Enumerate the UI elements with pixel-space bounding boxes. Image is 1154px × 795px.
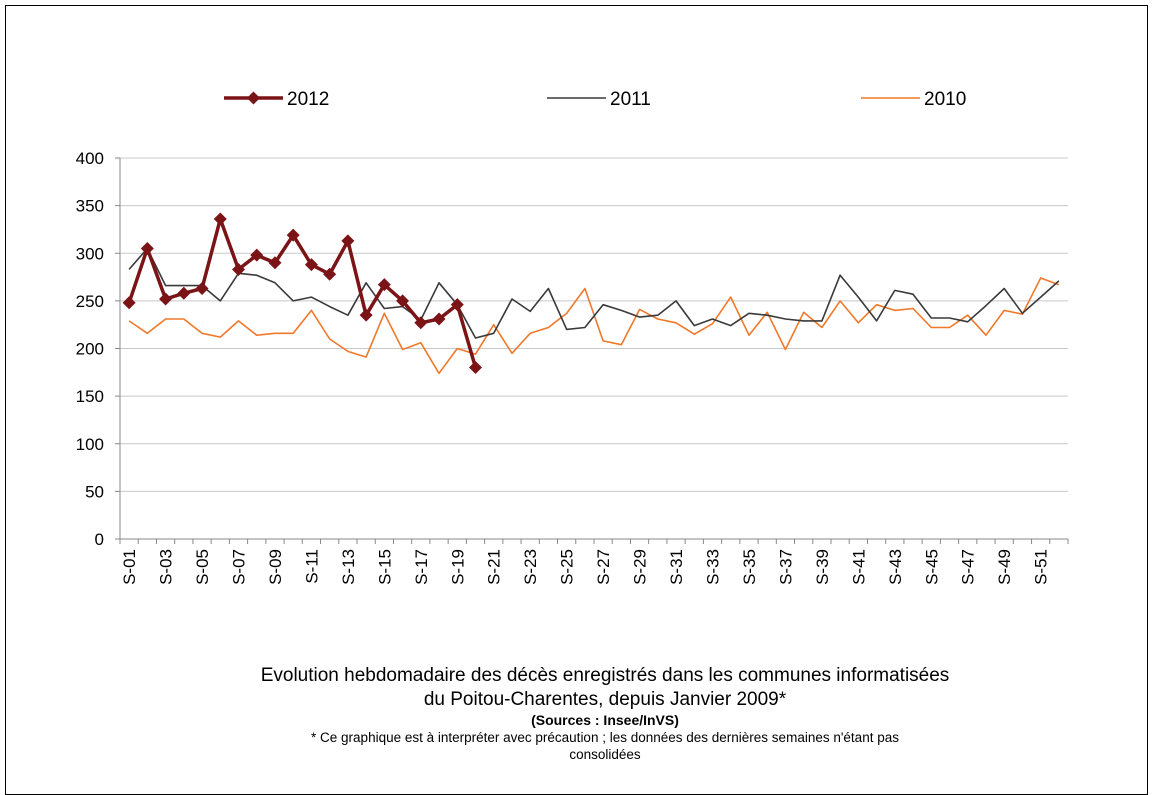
x-tick-label: S-35 bbox=[740, 549, 759, 585]
y-tick-label: 300 bbox=[76, 244, 104, 263]
data-point-2012 bbox=[250, 248, 264, 262]
y-tick-label: 200 bbox=[76, 340, 104, 359]
x-tick-label: S-27 bbox=[594, 549, 613, 585]
x-tick-label: S-21 bbox=[485, 549, 504, 585]
x-tick-label: S-17 bbox=[412, 549, 431, 585]
x-tick-label: S-03 bbox=[157, 549, 176, 585]
data-point-2012 bbox=[195, 281, 209, 295]
data-point-2012 bbox=[268, 256, 282, 270]
data-point-2012 bbox=[232, 262, 245, 276]
x-tick-label: S-31 bbox=[667, 549, 686, 585]
chart-title-line2: du Poitou-Charentes, depuis Janvier 2009… bbox=[423, 689, 787, 710]
chart-note-line2: consolidées bbox=[569, 747, 641, 762]
y-tick-label: 150 bbox=[76, 387, 104, 406]
legend-label-2010: 2010 bbox=[924, 89, 966, 110]
y-tick-labels: 0 50 100 150 200 250 300 350 400 bbox=[76, 149, 104, 549]
data-point-2012 bbox=[341, 234, 355, 248]
legend-label-2012: 2012 bbox=[287, 89, 329, 110]
gridlines bbox=[120, 157, 1068, 492]
y-tick-label: 350 bbox=[76, 197, 104, 216]
x-tick-label: S-13 bbox=[339, 549, 358, 585]
legend-marker-2012 bbox=[247, 91, 260, 105]
x-tick-label: S-37 bbox=[776, 549, 795, 585]
y-tick-label: 100 bbox=[76, 435, 104, 454]
chart-sources: (Sources : Insee/InVS) bbox=[531, 712, 679, 728]
data-point-2012 bbox=[177, 286, 191, 300]
x-tick-label: S-49 bbox=[995, 549, 1014, 585]
x-tick-label: S-23 bbox=[521, 549, 540, 585]
data-point-2012 bbox=[450, 298, 464, 312]
data-point-2012 bbox=[304, 258, 318, 272]
x-tick-label: S-45 bbox=[922, 549, 941, 585]
x-tick-labels: S-01 S-03 S-05 S-07 S-09 S-11 S-13 S-15 S-17 S-19… bbox=[120, 549, 1051, 585]
data-point-2012 bbox=[159, 292, 173, 306]
x-tick-label: S-39 bbox=[813, 549, 832, 585]
x-tick-label: S-19 bbox=[448, 549, 467, 585]
chart-caption: Evolution hebdomadaire des décès enregis… bbox=[180, 664, 1030, 763]
data-point-2012 bbox=[122, 296, 136, 310]
series-line-2011 bbox=[128, 247, 1060, 339]
x-tick-label: S-29 bbox=[631, 549, 650, 585]
data-point-2012 bbox=[140, 241, 154, 255]
x-tick-label: S-09 bbox=[266, 549, 285, 585]
x-tick-label: S-25 bbox=[558, 549, 577, 585]
data-point-2012 bbox=[323, 267, 337, 281]
data-point-2012 bbox=[286, 228, 300, 242]
legend: 2012 2011 2010 bbox=[224, 89, 966, 110]
x-tick-label: S-15 bbox=[375, 549, 394, 585]
x-tick-label: S-51 bbox=[1032, 549, 1051, 585]
series-line-2010 bbox=[128, 277, 1060, 375]
x-tick-label: S-11 bbox=[302, 549, 321, 584]
y-tick-label: 400 bbox=[76, 149, 104, 168]
data-point-2012 bbox=[359, 308, 373, 322]
chart-title: Evolution hebdomadaire des décès enregis… bbox=[260, 665, 950, 686]
data-point-2012 bbox=[213, 212, 227, 226]
data-point-2012 bbox=[469, 361, 482, 375]
x-tick-label: S-05 bbox=[193, 549, 212, 585]
chart-note: * Ce graphique est à interpréter avec pr… bbox=[311, 730, 899, 745]
x-tick-label: S-07 bbox=[230, 549, 249, 585]
x-tick-label: S-01 bbox=[120, 549, 139, 585]
data-point-2012 bbox=[414, 316, 428, 330]
axes bbox=[115, 157, 1069, 544]
x-tick-label: S-33 bbox=[704, 549, 723, 585]
y-tick-label: 50 bbox=[85, 482, 104, 501]
data-point-2012 bbox=[432, 312, 446, 326]
y-tick-label: 250 bbox=[76, 292, 104, 311]
x-tick-label: S-47 bbox=[959, 549, 978, 585]
data-point-2012 bbox=[377, 278, 391, 292]
x-tick-label: S-41 bbox=[849, 549, 868, 585]
y-tick-label: 0 bbox=[95, 530, 104, 549]
x-tick-label: S-43 bbox=[886, 549, 905, 585]
data-point-2012 bbox=[396, 294, 410, 308]
legend-label-2011: 2011 bbox=[610, 89, 651, 110]
series-lines bbox=[122, 212, 1060, 375]
